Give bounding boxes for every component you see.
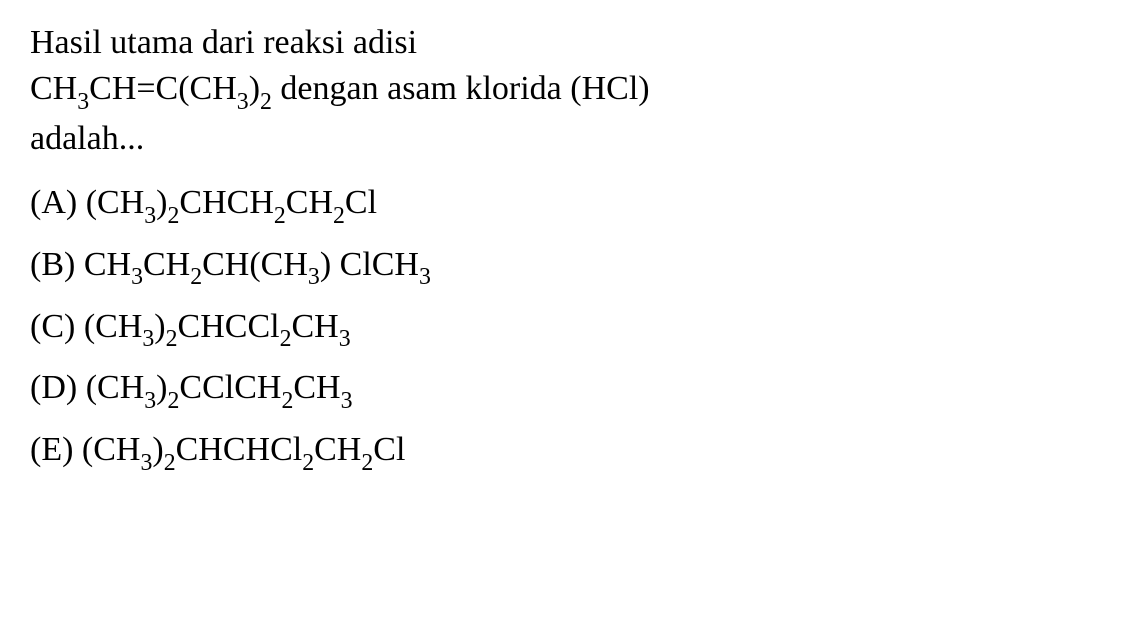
question-line-2: CH3CH=C(CH3)2 dengan asam klorida (HCl)	[30, 70, 650, 107]
option-b: (B) CH3CH2CH(CH3) ClCH3	[30, 242, 1115, 292]
option-d-label: (D)	[30, 369, 86, 406]
option-b-label: (B)	[30, 246, 84, 283]
option-c-label: (C)	[30, 308, 84, 345]
question-stem: Hasil utama dari reaksi adisi CH3CH=C(CH…	[30, 20, 1115, 162]
options-list: (A) (CH3)2CHCH2CH2Cl (B) CH3CH2CH(CH3) C…	[30, 180, 1115, 478]
option-a: (A) (CH3)2CHCH2CH2Cl	[30, 180, 1115, 230]
option-e: (E) (CH3)2CHCHCl2CH2Cl	[30, 427, 1115, 477]
question-line-3: adalah...	[30, 120, 144, 157]
option-c: (C) (CH3)2CHCCl2CH3	[30, 304, 1115, 354]
question-line-1: Hasil utama dari reaksi adisi	[30, 24, 417, 61]
option-a-label: (A)	[30, 184, 86, 221]
option-d: (D) (CH3)2CClCH2CH3	[30, 365, 1115, 415]
option-e-label: (E)	[30, 431, 82, 468]
